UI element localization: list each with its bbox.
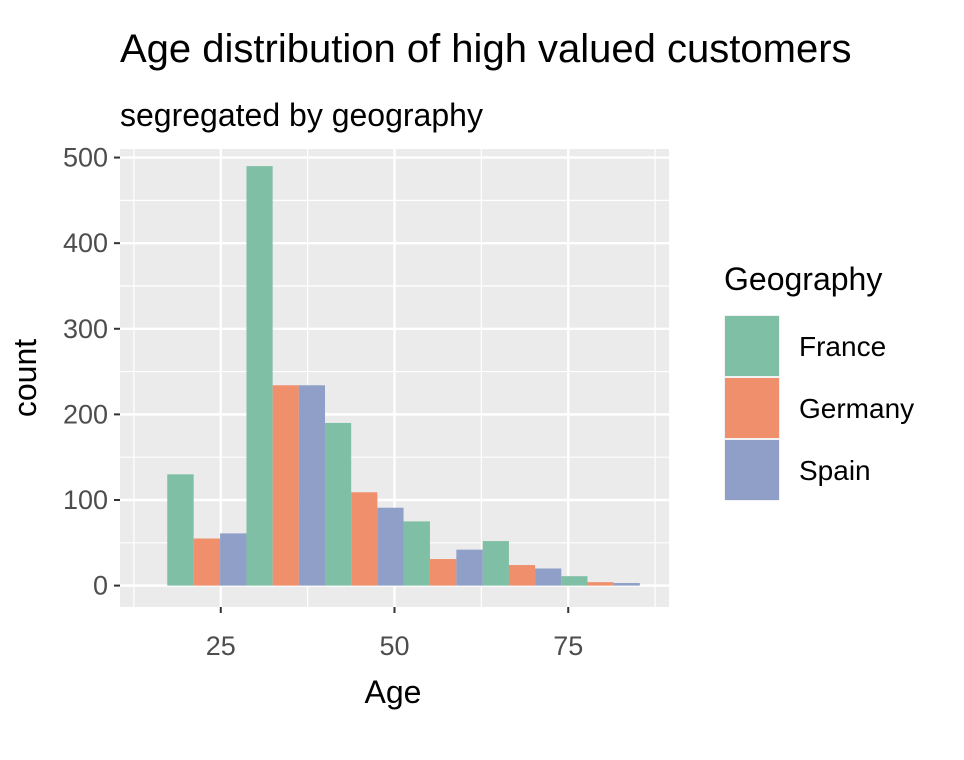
bar-spain-bin-1 bbox=[220, 533, 247, 586]
bar-spain-bin-6 bbox=[613, 583, 640, 586]
y-tick-label: 200 bbox=[63, 399, 108, 429]
y-tick-label: 400 bbox=[63, 228, 108, 258]
y-tick-labels: 0 100 200 300 400 500 bbox=[63, 143, 108, 601]
legend-key-france bbox=[725, 316, 779, 376]
bar-spain-bin-5 bbox=[535, 568, 562, 586]
legend: Geography France Germany Spain bbox=[724, 261, 914, 501]
bars-layer bbox=[167, 166, 640, 586]
axis-ticks bbox=[114, 156, 570, 613]
x-tick-labels: 25 50 75 bbox=[206, 631, 584, 661]
x-tick-label: 75 bbox=[553, 631, 583, 661]
bar-france-bin-6 bbox=[561, 576, 588, 586]
y-axis-title: count bbox=[7, 339, 43, 417]
bar-germany-bin-1 bbox=[193, 538, 221, 586]
legend-label-spain: Spain bbox=[799, 455, 871, 486]
bar-germany-bin-2 bbox=[272, 385, 299, 586]
bar-germany-bin-4 bbox=[429, 559, 457, 586]
legend-label-germany: Germany bbox=[799, 393, 914, 424]
bar-france-bin-1 bbox=[167, 474, 194, 586]
x-tick-label: 50 bbox=[379, 631, 409, 661]
legend-items: France Germany Spain bbox=[724, 315, 914, 501]
chart-subtitle: segregated by geography bbox=[120, 97, 483, 133]
bar-spain-bin-3 bbox=[377, 507, 404, 586]
bar-spain-bin-4 bbox=[456, 549, 483, 586]
legend-key-spain bbox=[725, 440, 779, 500]
bar-germany-bin-3 bbox=[351, 492, 378, 586]
legend-key-germany bbox=[725, 378, 779, 438]
bar-france-bin-3 bbox=[325, 422, 352, 586]
y-tick-label: 300 bbox=[63, 314, 108, 344]
bar-france-bin-5 bbox=[482, 541, 509, 586]
y-tick-label: 100 bbox=[63, 485, 108, 515]
bar-germany-bin-6 bbox=[587, 582, 614, 586]
chart-title: Age distribution of high valued customer… bbox=[120, 27, 852, 71]
y-tick-label: 500 bbox=[63, 143, 108, 173]
x-axis-title: Age bbox=[365, 674, 422, 710]
bar-france-bin-4 bbox=[403, 521, 430, 586]
bar-germany-bin-5 bbox=[508, 565, 536, 586]
legend-title: Geography bbox=[724, 261, 882, 297]
bar-france-bin-2 bbox=[246, 166, 273, 586]
y-tick-label: 0 bbox=[93, 571, 108, 601]
bar-spain-bin-2 bbox=[298, 385, 326, 586]
legend-label-france: France bbox=[799, 331, 886, 362]
x-tick-label: 25 bbox=[206, 631, 236, 661]
